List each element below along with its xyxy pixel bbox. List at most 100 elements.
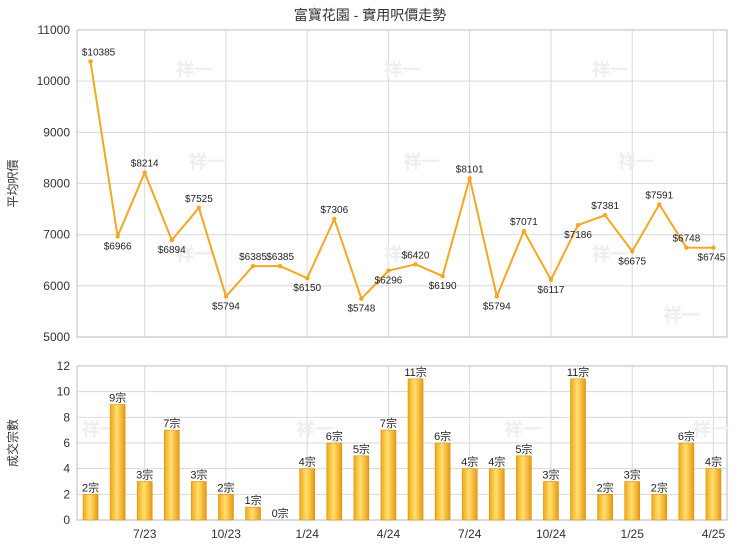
count-data-label: 6宗 [434, 429, 451, 443]
count-bar [191, 481, 207, 521]
price-point [575, 222, 581, 228]
count-data-label: 2宗 [217, 480, 234, 494]
watermark: 祥一 [404, 151, 440, 172]
price-data-label: $6966 [104, 241, 132, 252]
price-data-label: $7186 [564, 230, 592, 241]
price-point [413, 262, 418, 267]
bar-y-tick-label: 10 [57, 385, 71, 399]
bar-plot-border [76, 365, 728, 521]
watermark: 祥一 [592, 243, 628, 264]
count-bar [543, 481, 559, 521]
price-data-label: $7306 [320, 205, 348, 216]
count-data-label: 3宗 [624, 468, 641, 482]
count-bar [299, 468, 316, 521]
count-bar [218, 494, 234, 521]
x-tick-label: 4/24 [377, 527, 401, 541]
price-data-label: $8101 [456, 164, 484, 175]
count-data-label: 2宗 [82, 480, 99, 494]
price-point [277, 263, 283, 269]
x-tick-label: 7/23 [133, 527, 157, 541]
count-data-label: 2宗 [597, 480, 614, 494]
count-data-label: 2宗 [651, 480, 668, 494]
line-y-tick-label: 6000 [43, 279, 70, 293]
price-data-label: $6420 [402, 250, 430, 261]
count-bar [651, 494, 668, 521]
price-data-label: $6675 [618, 256, 646, 267]
watermark: 祥一 [384, 243, 420, 264]
count-bar [163, 429, 180, 521]
watermark: 祥一 [82, 418, 118, 439]
price-data-label: $6385 [266, 252, 294, 263]
price-data-label: $7071 [510, 217, 538, 228]
count-data-label: 3宗 [136, 468, 153, 482]
price-data-label: $7525 [185, 194, 213, 205]
price-data-label: $6150 [293, 283, 321, 294]
price-data-label: $5748 [347, 304, 375, 315]
count-data-label: 5宗 [353, 442, 370, 456]
count-data-label: 7宗 [380, 416, 397, 430]
count-data-label: 6宗 [326, 429, 343, 443]
watermark: 祥一 [664, 305, 700, 326]
bar-y-tick-label: 8 [63, 410, 70, 424]
watermark: 祥一 [189, 151, 225, 172]
line-y-tick-label: 5000 [43, 330, 70, 344]
count-data-label: 3宗 [542, 468, 559, 482]
count-bar [516, 455, 532, 521]
price-data-label: $7591 [645, 190, 673, 201]
count-data-label: 6宗 [678, 429, 695, 443]
price-point [250, 263, 256, 269]
line-y-tick-label: 10000 [37, 74, 71, 88]
price-data-label: $5794 [483, 301, 511, 312]
price-point [467, 176, 472, 181]
count-data-label: 7宗 [163, 416, 180, 430]
count-bar [597, 494, 613, 521]
line-plot-border [76, 29, 728, 338]
line-y-axis-label: 平均呎價 [6, 159, 20, 207]
x-tick-label: 4/25 [702, 527, 726, 541]
count-data-label: 11宗 [567, 365, 589, 379]
x-tick-label: 10/23 [211, 527, 241, 541]
count-bar [678, 442, 695, 521]
bar-y-tick-label: 2 [63, 487, 70, 501]
watermark: 祥一 [176, 59, 212, 80]
price-point [359, 296, 364, 301]
price-point [88, 59, 93, 64]
count-bar [136, 481, 153, 521]
watermark: 祥一 [505, 418, 541, 439]
price-data-label: $6296 [375, 276, 403, 287]
count-bar [82, 494, 99, 521]
watermark: 祥一 [693, 418, 729, 439]
watermark: 祥一 [384, 59, 420, 80]
price-point [548, 277, 554, 283]
bar-y-tick-label: 6 [63, 436, 70, 450]
price-point [440, 273, 445, 279]
count-bar [109, 404, 126, 521]
price-data-label: $6745 [698, 253, 726, 264]
price-point [657, 202, 662, 207]
watermark: 祥一 [618, 151, 654, 172]
count-bar [434, 442, 451, 521]
x-tick-label: 1/25 [621, 527, 645, 541]
line-y-tick-label: 11000 [38, 23, 71, 37]
price-point [223, 294, 229, 299]
price-point [305, 275, 310, 281]
price-data-label: $10385 [82, 47, 116, 58]
count-bar [624, 481, 641, 521]
count-data-label: 5宗 [515, 442, 532, 456]
price-point [196, 205, 202, 211]
bar-chart-panel: 0 2 4 6 8 10 12 祥一 祥一 祥一 祥一 成交宗數 2宗 9宗 3宗 7宗 3宗 2宗 1宗 0宗 4宗 6… [5, 359, 729, 541]
price-data-label: $7381 [591, 201, 619, 212]
x-tick-label: 1/24 [296, 527, 320, 541]
bar-y-axis-label: 成交宗數 [5, 419, 20, 467]
watermark: 祥一 [176, 243, 212, 264]
price-point [602, 212, 608, 218]
count-bar [245, 506, 261, 521]
bar-y-tick-label: 12 [57, 359, 71, 373]
x-tick-label: 10/24 [536, 527, 566, 541]
price-point [169, 237, 174, 243]
count-data-label: 11宗 [404, 365, 426, 379]
bar-y-tick-label: 4 [63, 462, 70, 476]
